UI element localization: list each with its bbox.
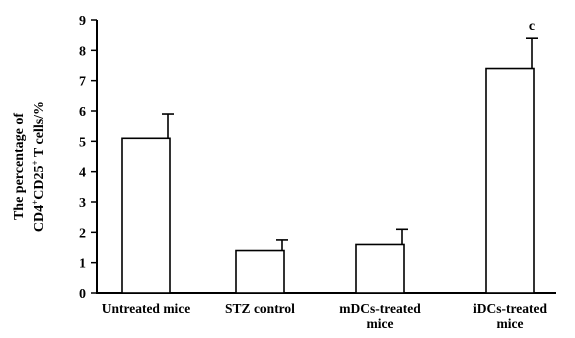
y-tick-label: 0	[79, 287, 86, 302]
y-axis-title: The percentage of CD4+CD25+ T cells/%	[12, 101, 47, 232]
superscript-plus: +	[30, 160, 40, 165]
y-axis-title-text: T cells/%	[32, 101, 47, 160]
y-tick-label: 4	[79, 166, 86, 181]
bar	[235, 249, 285, 294]
y-tick-label: 7	[79, 75, 86, 90]
bar	[485, 67, 535, 294]
y-axis-title-text: CD25	[32, 165, 47, 199]
y-tick-label: 6	[79, 105, 86, 120]
y-tick-label: 1	[79, 257, 86, 272]
y-tick-label: 2	[79, 226, 86, 241]
axes	[96, 20, 556, 294]
x-category-label: iDCs-treated	[473, 301, 547, 316]
bars: c	[121, 19, 538, 294]
y-axis-title-text: The percentage of	[12, 113, 27, 220]
y-tick-label: 9	[79, 14, 86, 29]
bar	[121, 137, 171, 294]
y-tick-label: 3	[79, 196, 86, 211]
bar	[355, 243, 405, 294]
y-tick-label: 5	[79, 135, 86, 150]
x-category-label: mDCs-treated	[339, 301, 421, 316]
y-axis-title-text: CD4	[32, 205, 47, 232]
y-axis-title-line: CD4+CD25+ T cells/%	[30, 101, 47, 232]
y-axis-title-line: The percentage of	[12, 113, 27, 220]
y-ticks: 0 1 2 3 4 5 6 7 8 9	[79, 14, 97, 302]
superscript-plus: +	[30, 200, 40, 205]
x-category-label: Untreated mice	[102, 301, 191, 316]
significance-label: c	[529, 19, 535, 34]
y-tick-label: 8	[79, 44, 86, 59]
x-category-label: mice	[367, 316, 394, 331]
x-category-label: mice	[497, 316, 524, 331]
x-labels: Untreated mice STZ control mDCs-treatedmic…	[102, 301, 548, 331]
x-category-label: STZ control	[225, 301, 295, 316]
